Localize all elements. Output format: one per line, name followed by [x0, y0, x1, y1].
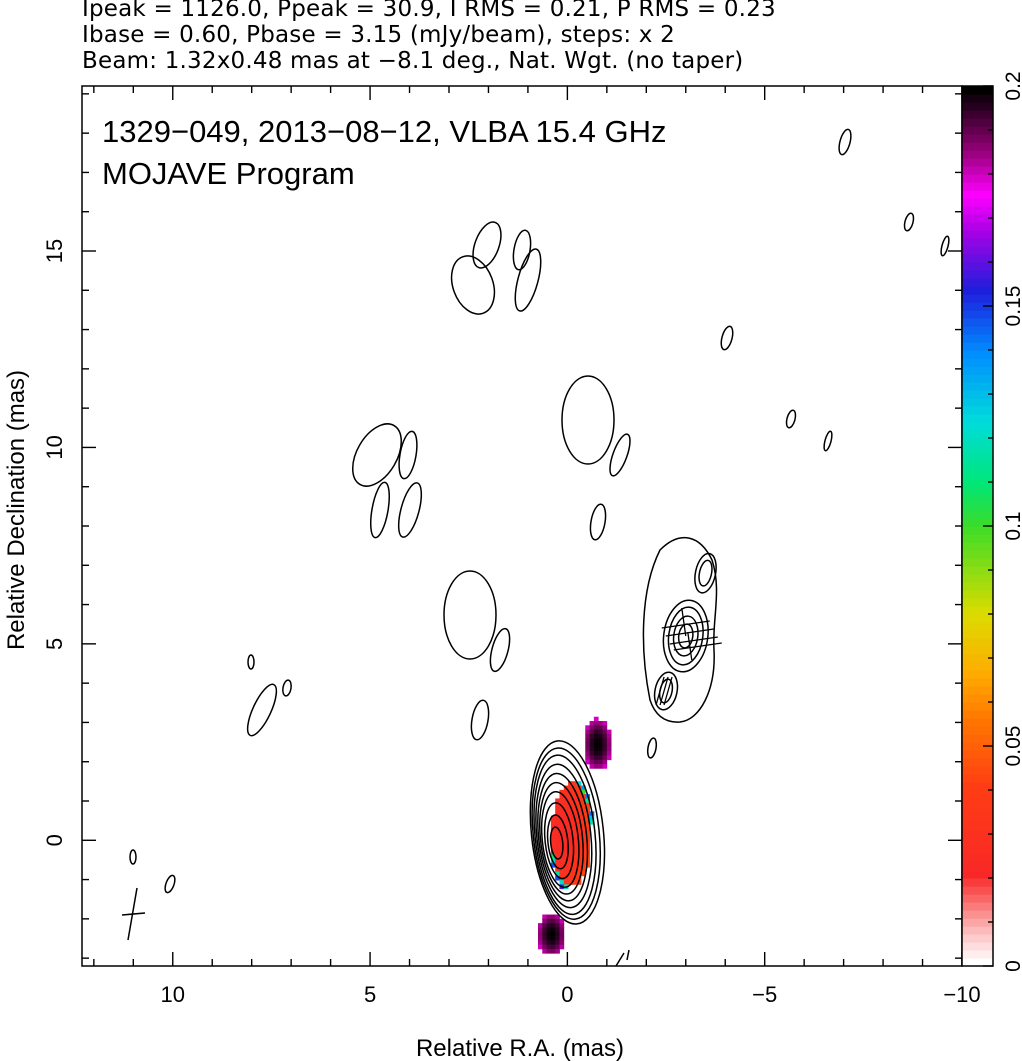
header-line-3: Beam: 1.32x0.48 mas at −8.1 deg., Nat. W… — [82, 48, 744, 74]
x-tick-label: 10 — [161, 982, 185, 1007]
colorbar-tick-label: 0.2 — [1002, 71, 1022, 100]
y-tick-label: 0 — [42, 834, 67, 846]
x-tick-label: −5 — [752, 982, 777, 1007]
contour — [450, 255, 496, 315]
colorbar-tick-label: 0.15 — [1002, 286, 1022, 327]
polarization-vector — [681, 607, 687, 637]
colorbar-tick-label: 0 — [1002, 960, 1022, 972]
contour — [533, 754, 597, 916]
contour — [540, 790, 580, 889]
contour — [539, 781, 584, 895]
polarization-vectors — [655, 607, 722, 706]
colorbar-ticks — [983, 85, 993, 967]
contour — [247, 654, 255, 670]
contour — [351, 423, 403, 487]
contour-lines — [129, 128, 950, 966]
contour — [609, 433, 631, 477]
plot-frame — [81, 85, 963, 967]
y-tick-labels: 0 5 10 15 — [42, 239, 67, 847]
contour — [398, 430, 418, 480]
contour — [529, 740, 606, 925]
header-line-1: Ipeak = 1126.0, Ppeak = 30.9, I RMS = 0.… — [82, 0, 776, 22]
x-tick-label: −10 — [943, 982, 980, 1007]
contour — [397, 482, 423, 538]
contour — [443, 570, 497, 660]
polarization-vector — [665, 628, 714, 637]
contour — [589, 503, 607, 541]
contour — [667, 606, 704, 666]
contour — [720, 325, 734, 351]
contour — [785, 409, 797, 429]
x-tick-labels: 10 5 0 −5 −10 — [161, 982, 981, 1007]
x-tick-label: 0 — [561, 982, 573, 1007]
contour — [940, 235, 950, 257]
polarization-vector — [673, 642, 722, 651]
contour — [470, 699, 490, 741]
contour — [546, 814, 569, 870]
contour — [472, 221, 502, 269]
contour — [535, 763, 593, 909]
contour — [537, 772, 589, 902]
polarization-vector — [659, 676, 669, 706]
contour — [561, 375, 615, 465]
contour — [164, 874, 176, 894]
y-tick-label: 5 — [42, 638, 67, 650]
contour — [282, 679, 292, 697]
polarization-vector — [687, 631, 693, 661]
contour — [626, 949, 630, 961]
polarization-vector — [669, 636, 718, 645]
contour — [549, 826, 564, 860]
x-tick-label: 5 — [364, 982, 376, 1007]
contour — [129, 849, 137, 865]
beam-marker — [121, 887, 146, 941]
contour — [615, 952, 625, 966]
contour — [653, 671, 679, 711]
plot-title: 1329−049, 2013−08−12, VLBA 15.4 GHz — [102, 114, 667, 149]
contour — [823, 430, 833, 452]
contour — [514, 248, 542, 312]
contour — [512, 229, 532, 271]
contour — [531, 747, 601, 920]
x-axis-label: Relative R.A. (mas) — [416, 1035, 624, 1061]
colorbar-tick-label: 0.1 — [1002, 511, 1022, 540]
y-axis-label: Relative Declination (mas) — [3, 370, 30, 650]
contour — [903, 212, 915, 232]
contour — [838, 128, 852, 156]
y-tick-label: 10 — [42, 435, 67, 459]
header-line-2: Ibase = 0.60, Pbase = 3.15 (mJy/beam), s… — [82, 22, 675, 48]
contour — [489, 627, 511, 673]
polarization-vector — [661, 620, 710, 629]
colorbar-tick-label: 0.05 — [1002, 726, 1022, 767]
contour — [543, 802, 575, 880]
contour — [246, 683, 278, 737]
contour — [369, 481, 391, 539]
colorbar-tick-labels: 0 0.05 0.1 0.15 0.2 — [1002, 71, 1022, 971]
colorbar — [962, 86, 993, 967]
axis-ticks — [82, 86, 963, 966]
y-tick-label: 15 — [42, 239, 67, 263]
contour — [646, 737, 658, 759]
plot-subtitle: MOJAVE Program — [102, 156, 355, 191]
polarization-vector — [655, 676, 665, 706]
polarization-vector — [663, 676, 673, 706]
contour — [698, 559, 713, 587]
contour — [642, 536, 718, 723]
